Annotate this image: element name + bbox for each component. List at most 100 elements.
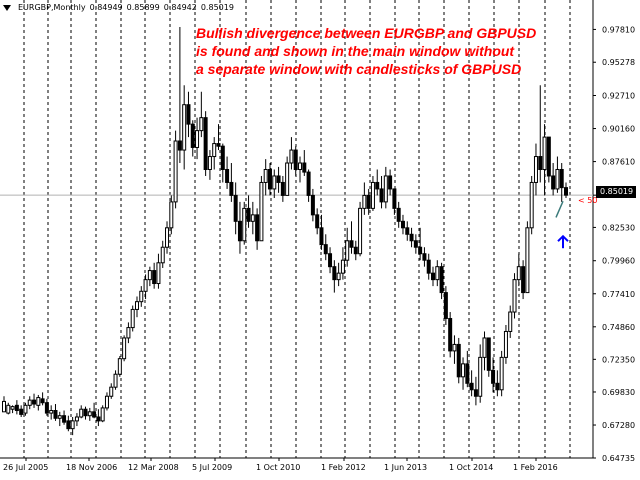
candle-body-23 <box>100 407 105 422</box>
y-tick-label-7: 0.79960 <box>602 257 635 266</box>
candle-body-97 <box>418 246 423 255</box>
candle-body-73 <box>315 214 320 229</box>
candle-body-98 <box>422 253 427 261</box>
candle-body-37 <box>160 246 165 264</box>
candle-body-118 <box>508 311 513 332</box>
close-price: 0.85019 <box>200 3 234 12</box>
candle-body-128 <box>551 175 556 190</box>
candle-body-131 <box>564 187 568 196</box>
open-price: 0.84949 <box>89 3 123 12</box>
candle-body-60 <box>259 181 264 242</box>
candle-body-36 <box>156 262 161 285</box>
candle-body-66 <box>285 162 290 196</box>
candle-body-74 <box>319 227 324 246</box>
candle-body-49 <box>212 143 217 158</box>
candle-body-106 <box>456 343 461 378</box>
candle-body-9 <box>40 398 45 404</box>
candle-body-108 <box>465 363 470 384</box>
candle-body-15 <box>66 420 71 430</box>
candle-body-54 <box>233 194 238 222</box>
candle-body-12 <box>53 410 58 419</box>
candle-body-75 <box>323 244 328 255</box>
y-tick-label-6: 0.82530 <box>602 223 635 232</box>
x-tick-label-1: 18 Nov 2006 <box>66 463 117 472</box>
candle-body-125 <box>538 156 543 170</box>
candle-body-88 <box>379 188 384 203</box>
low-price: 0.84942 <box>163 3 197 12</box>
candle-body-79 <box>340 259 345 274</box>
candle-body-94 <box>405 227 410 235</box>
candle-body-11 <box>49 410 54 414</box>
y-tick-label-4: 0.87610 <box>602 158 635 167</box>
divergence-annotation: Bullish divergence between EURGBP and GB… <box>196 24 596 78</box>
candle-body-93 <box>400 220 405 229</box>
candle-body-105 <box>452 343 457 352</box>
candle-body-61 <box>263 168 268 183</box>
candle-body-91 <box>392 188 397 209</box>
candle-body-121 <box>521 266 526 294</box>
candle-body-85 <box>366 194 371 209</box>
candle-body-19 <box>83 408 88 417</box>
candle-body-104 <box>448 318 453 352</box>
candle-body-84 <box>362 194 367 209</box>
indicator-label: < 50 <box>578 196 598 205</box>
candle-body-42 <box>182 104 187 151</box>
candle-body-76 <box>328 253 333 268</box>
candle-body-56 <box>242 207 247 242</box>
candle-body-63 <box>272 175 277 190</box>
candle-body-72 <box>310 194 315 216</box>
candle-body-16 <box>70 420 75 430</box>
candle-body-39 <box>169 201 174 229</box>
candle-body-87 <box>375 181 380 190</box>
candle-body-86 <box>370 181 375 209</box>
candle-body-4 <box>19 408 24 415</box>
candle-body-64 <box>276 175 281 183</box>
candle-body-114 <box>491 369 496 384</box>
candle-body-82 <box>353 246 358 255</box>
candle-body-38 <box>165 227 170 248</box>
candle-body-67 <box>289 149 294 164</box>
candle-body-123 <box>529 181 534 229</box>
candle-body-78 <box>336 272 341 281</box>
candle-body-46 <box>199 117 204 132</box>
candle-body-109 <box>469 382 474 391</box>
candle-body-34 <box>147 270 152 281</box>
candle-body-28 <box>122 337 127 360</box>
x-tick-label-3: 5 Jul 2009 <box>192 463 232 472</box>
candle-body-107 <box>461 363 466 378</box>
candle-body-68 <box>293 149 298 170</box>
candle-body-110 <box>473 389 478 397</box>
candle-body-51 <box>220 145 225 170</box>
candle-body-83 <box>358 207 363 255</box>
candle-body-89 <box>383 175 388 203</box>
symbol-name: EURGBP,Monthly <box>18 3 86 12</box>
symbol-header: EURGBP,Monthly 0.84949 0.85899 0.84942 0… <box>3 3 234 12</box>
candle-body-53 <box>229 181 234 196</box>
candle-body-50 <box>216 143 221 147</box>
x-tick-label-7: 1 Oct 2014 <box>449 463 493 472</box>
candle-body-127 <box>546 136 551 177</box>
candle-body-124 <box>533 156 538 183</box>
candle-body-25 <box>109 386 114 397</box>
y-tick-label-3: 0.90160 <box>602 125 635 134</box>
candle-body-69 <box>298 162 303 170</box>
current-price-label: 0.85019 <box>596 186 636 198</box>
candle-body-58 <box>250 214 255 222</box>
candle-body-40 <box>173 140 178 203</box>
candle-body-30 <box>130 308 135 329</box>
candle-body-1 <box>6 404 11 414</box>
candle-body-0 <box>2 400 6 413</box>
divergence-line <box>555 200 564 218</box>
candle-body-5 <box>23 404 28 414</box>
y-tick-label-9: 0.74860 <box>602 323 635 332</box>
y-tick-label-8: 0.77410 <box>602 290 635 299</box>
candle-body-81 <box>349 240 354 248</box>
candle-body-113 <box>486 337 491 371</box>
candle-body-90 <box>388 175 393 190</box>
candle-body-92 <box>396 207 401 222</box>
x-tick-label-2: 12 Mar 2008 <box>128 463 179 472</box>
candle-body-112 <box>482 337 487 358</box>
candle-body-22 <box>96 416 101 422</box>
